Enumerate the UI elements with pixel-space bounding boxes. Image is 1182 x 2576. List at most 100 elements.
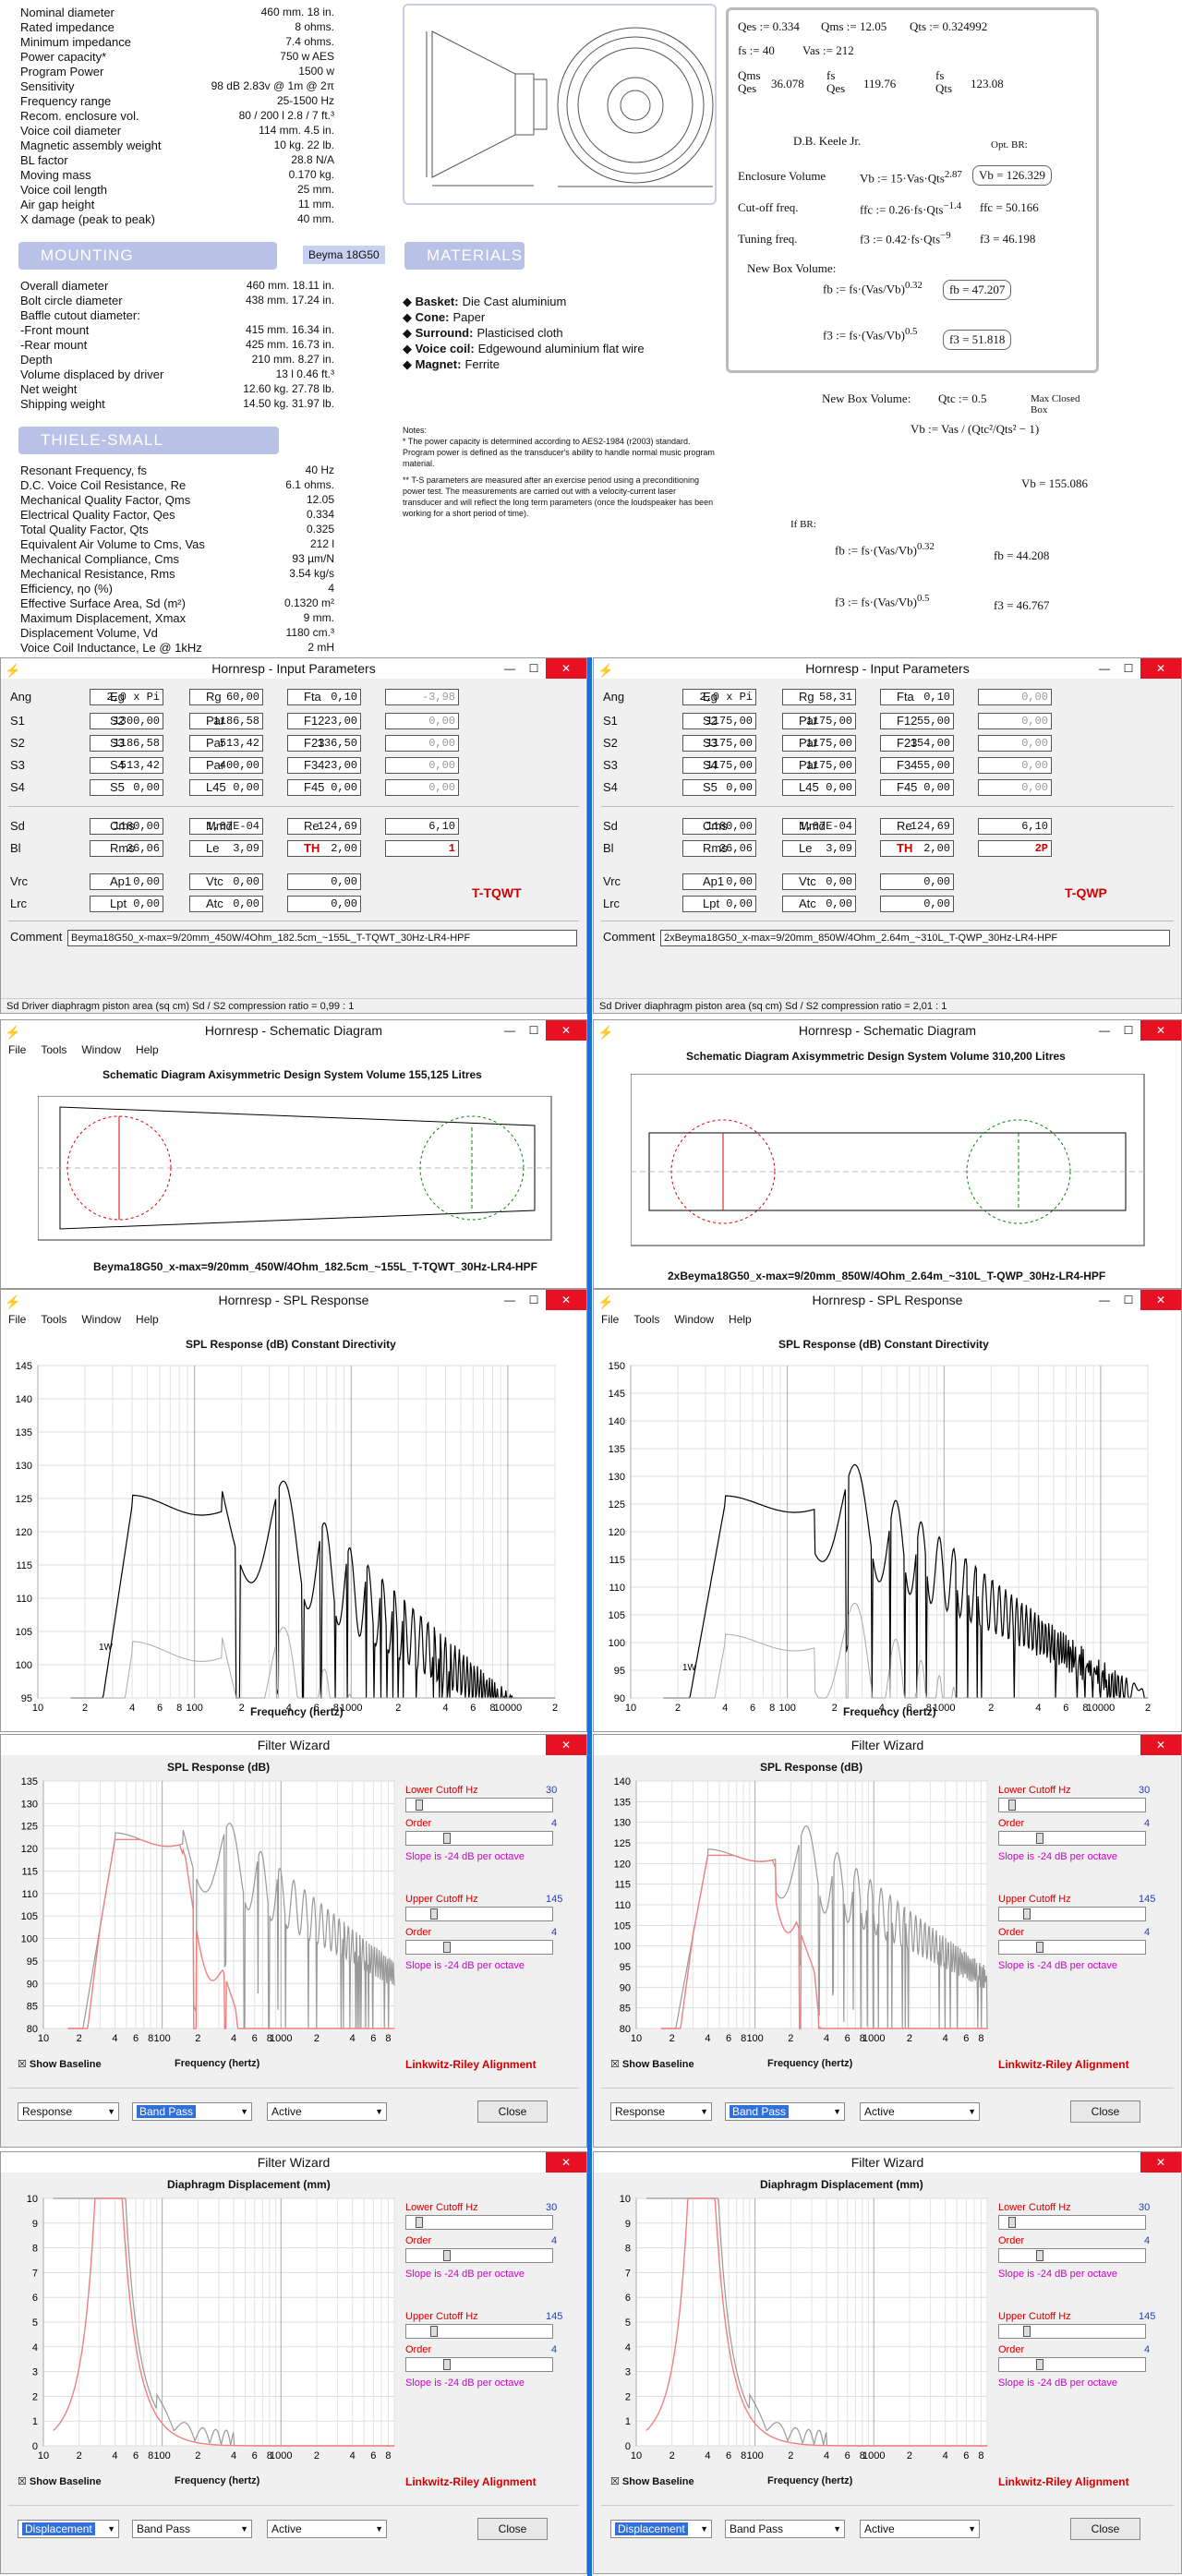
param-input[interactable]: 6,10 [978,818,1052,835]
minimize-icon[interactable]: — [504,662,515,675]
dropdown[interactable]: Response ▼ [18,2102,119,2121]
param-input[interactable]: 400,00 [189,757,263,774]
menu-help[interactable]: Help [136,1313,159,1326]
slider-thumb[interactable] [1036,2250,1043,2261]
close-icon[interactable]: ✕ [1140,2152,1181,2173]
slider-thumb[interactable] [416,1800,423,1811]
menu-tools[interactable]: Tools [633,1313,660,1326]
param-input[interactable]: 58,31 [782,689,856,705]
param-input[interactable]: 1,07E-04 [782,818,856,835]
slider-thumb[interactable] [1023,1908,1031,1920]
param-input[interactable]: 1186,58 [90,735,163,752]
close-icon[interactable]: ✕ [1140,658,1181,679]
param-input[interactable]: 23,00 [287,713,361,729]
show-baseline-checkbox[interactable]: ☒ Show Baseline [610,2058,694,2070]
cutoff-slider[interactable] [405,2324,553,2339]
close-icon[interactable]: ✕ [546,1020,586,1041]
param-input[interactable]: 0,00 [385,713,459,729]
param-input[interactable]: 26,06 [90,840,163,857]
close-icon[interactable]: ✕ [1140,1020,1181,1041]
param-input[interactable]: 0,10 [880,689,954,705]
close-icon[interactable]: ✕ [546,658,586,679]
slider-thumb[interactable] [443,2359,451,2370]
param-input[interactable]: 1175,00 [682,757,756,774]
param-input[interactable]: 0,00 [682,896,756,912]
close-icon[interactable]: ✕ [546,1735,586,1755]
menu-tools[interactable]: Tools [41,1313,67,1326]
cutoff-slider[interactable] [998,1907,1146,1921]
param-input[interactable]: 26,06 [682,840,756,857]
minimize-icon[interactable]: — [504,1024,515,1037]
minimize-icon[interactable]: — [504,1294,515,1306]
slider-thumb[interactable] [430,1908,438,1920]
close-button[interactable]: Close [477,2101,548,2123]
order-slider[interactable] [405,1940,553,1955]
slider-thumb[interactable] [430,2326,438,2337]
order-slider[interactable] [405,2248,553,2263]
param-input[interactable]: 23,00 [287,757,361,774]
close-icon[interactable]: ✕ [1140,1290,1181,1310]
param-input[interactable]: 2,00 [287,840,361,857]
order-slider[interactable] [998,1940,1146,1955]
param-input[interactable]: 1 [385,840,459,857]
param-input[interactable]: 1186,58 [189,713,263,729]
param-input[interactable]: 0,00 [978,735,1052,752]
param-input[interactable]: 0,00 [287,896,361,912]
param-input[interactable]: 0,00 [880,873,954,890]
param-input[interactable]: 1175,00 [782,735,856,752]
param-input[interactable]: 0,00 [90,873,163,890]
param-input[interactable]: 2,0 x Pi [90,689,163,705]
menu-help[interactable]: Help [136,1043,159,1056]
cutoff-slider[interactable] [405,2215,553,2230]
param-input[interactable]: 0,00 [880,896,954,912]
param-input[interactable]: 0,00 [880,779,954,796]
param-input[interactable]: 0,00 [385,757,459,774]
comment-input[interactable]: 2xBeyma18G50_x-max=9/20mm_850W/4Ohm_2.64… [660,930,1170,946]
cutoff-slider[interactable] [405,1798,553,1812]
maximize-icon[interactable]: ☐ [528,1294,539,1306]
maximize-icon[interactable]: ☐ [1123,1024,1134,1037]
param-input[interactable]: 0,10 [287,689,361,705]
menu-help[interactable]: Help [729,1313,752,1326]
param-input[interactable]: 3,09 [189,840,263,857]
minimize-icon[interactable]: — [1099,1024,1110,1037]
param-input[interactable]: 2P [978,840,1052,857]
order-slider[interactable] [405,1831,553,1846]
param-input[interactable]: 0,00 [978,713,1052,729]
slider-thumb[interactable] [443,2250,451,2261]
slider-thumb[interactable] [1036,1833,1043,1844]
param-input[interactable]: 0,00 [189,896,263,912]
order-slider[interactable] [998,2357,1146,2372]
param-input[interactable]: 0,00 [682,873,756,890]
dropdown[interactable]: Active ▼ [267,2102,387,2121]
param-input[interactable]: -3,98 [385,689,459,705]
param-input[interactable]: 1175,00 [682,713,756,729]
param-input[interactable]: 0,00 [90,896,163,912]
param-input[interactable]: 124,69 [287,818,361,835]
slider-thumb[interactable] [1036,2359,1043,2370]
menu-window[interactable]: Window [674,1313,715,1326]
maximize-icon[interactable]: ☐ [1123,662,1134,675]
minimize-icon[interactable]: — [1099,1294,1110,1306]
param-input[interactable]: 55,00 [880,757,954,774]
cutoff-slider[interactable] [998,2324,1146,2339]
param-input[interactable]: 1180,00 [90,818,163,835]
close-button[interactable]: Close [1070,2101,1140,2123]
param-input[interactable]: 1175,00 [782,713,856,729]
slider-thumb[interactable] [1023,2326,1031,2337]
cutoff-slider[interactable] [998,2215,1146,2230]
param-input[interactable]: 0,00 [385,779,459,796]
dropdown[interactable]: Band Pass ▼ [725,2520,845,2538]
menu-file[interactable]: File [8,1313,27,1326]
param-input[interactable]: 1175,00 [682,735,756,752]
dropdown[interactable]: Response ▼ [610,2102,712,2121]
dropdown[interactable]: Band Pass ▼ [725,2102,845,2121]
maximize-icon[interactable]: ☐ [1123,1294,1134,1306]
menu-file[interactable]: File [601,1313,620,1326]
param-input[interactable]: 0,00 [682,779,756,796]
param-input[interactable]: 6,10 [385,818,459,835]
param-input[interactable]: 513,42 [189,735,263,752]
close-icon[interactable]: ✕ [546,2152,586,2173]
param-input[interactable]: 0,00 [287,779,361,796]
param-input[interactable]: 0,00 [978,779,1052,796]
